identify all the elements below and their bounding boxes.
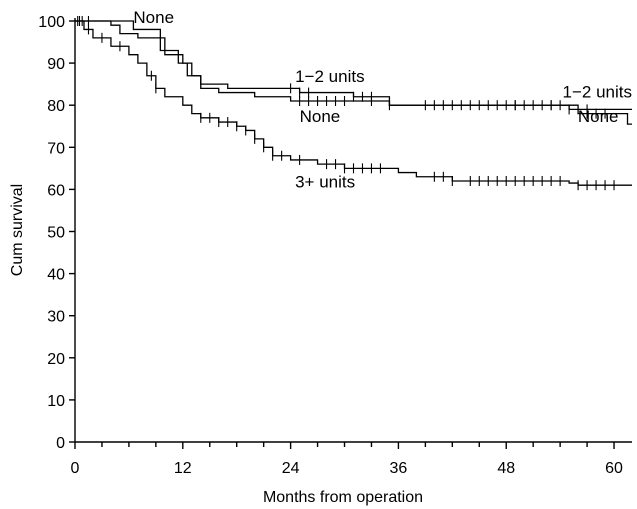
y-axis-label: Cum survival bbox=[9, 184, 26, 276]
x-tick-label: 48 bbox=[497, 460, 515, 477]
x-tick-label: 0 bbox=[71, 460, 80, 477]
y-tick-label: 80 bbox=[47, 98, 65, 115]
y-tick-label: 40 bbox=[47, 267, 65, 284]
y-tick-label: 90 bbox=[47, 56, 65, 73]
y-tick-label: 70 bbox=[47, 140, 65, 157]
curve-label: 1−2 units bbox=[563, 83, 632, 102]
curve-label: None bbox=[133, 8, 174, 27]
y-tick-label: 10 bbox=[47, 393, 65, 410]
curve-label: 1−2 units bbox=[295, 67, 364, 86]
y-tick-label: 20 bbox=[47, 351, 65, 368]
curve-label: 3+ units bbox=[295, 172, 355, 191]
y-axis-ticks: 0 10 20 30 40 50 60 70 80 90 100 bbox=[38, 14, 75, 452]
x-tick-label: 12 bbox=[174, 460, 192, 477]
survival-curve-1 bbox=[75, 20, 632, 125]
censor-marks bbox=[77, 16, 615, 191]
curve-label: None bbox=[578, 107, 619, 126]
curve-annotations: None 1−2 units 1−2 units None None 3+ units bbox=[133, 8, 632, 191]
x-tick-label: 24 bbox=[282, 460, 300, 477]
survival-curve-3 bbox=[75, 20, 632, 186]
plot-area: 0 10 20 30 40 50 60 70 80 90 100 0 12 24 36 48 60 None 1… bbox=[38, 8, 632, 477]
x-axis-label: Months from operation bbox=[263, 489, 423, 506]
x-tick-label: 36 bbox=[390, 460, 408, 477]
y-tick-label: 100 bbox=[38, 14, 65, 31]
y-tick-label: 50 bbox=[47, 225, 65, 242]
x-tick-label: 60 bbox=[605, 460, 623, 477]
y-tick-label: 60 bbox=[47, 182, 65, 199]
y-tick-label: 0 bbox=[56, 435, 65, 452]
curve-label: None bbox=[300, 107, 341, 126]
y-tick-label: 30 bbox=[47, 309, 65, 326]
x-axis-ticks: 0 12 24 36 48 60 bbox=[71, 442, 623, 477]
survival-curves bbox=[75, 20, 632, 186]
